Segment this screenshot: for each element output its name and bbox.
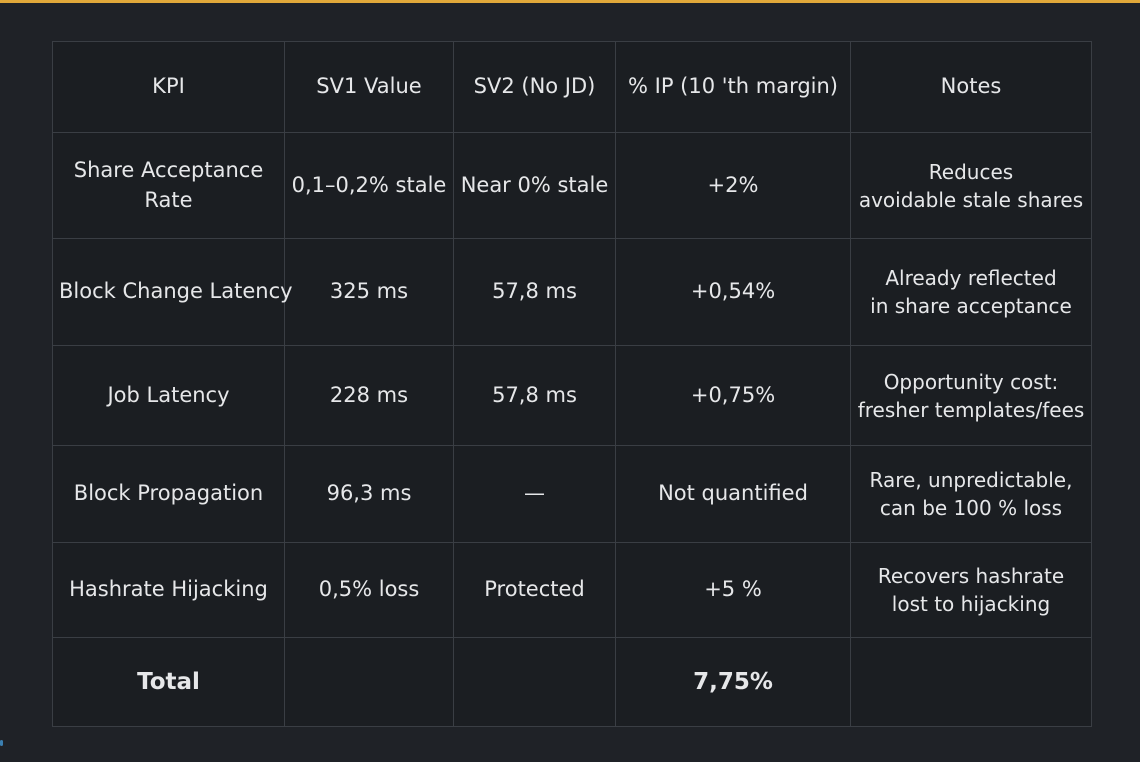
notes-cell: Opportunity cost: fresher templates/fees <box>850 345 1092 446</box>
ip-cell: +5 % <box>615 542 851 638</box>
kpi-text: Rate <box>144 187 193 212</box>
kpi-cell: Block Change Latency <box>52 238 293 346</box>
sv2-value-cell: Near 0% stale <box>453 132 616 239</box>
notes-cell: Recovers hashrate lost to hijacking <box>850 542 1092 638</box>
kpi-comparison-table: KPI SV1 Value SV2 (No JD) % IP (10 'th m… <box>52 41 1092 727</box>
sv2-value-cell: Protected <box>453 542 616 638</box>
total-notes-cell <box>850 637 1092 727</box>
corner-marker <box>0 740 3 746</box>
sv1-value-cell: 325 ms <box>284 238 454 346</box>
total-ip-cell: 7,75% <box>615 637 851 727</box>
header-sv1-value: SV1 Value <box>284 41 454 133</box>
notes-text: avoidable stale shares <box>858 187 1084 212</box>
top-accent-bar <box>0 0 1140 3</box>
sv1-value-cell: 96,3 ms <box>284 445 454 543</box>
sv1-value-cell: 0,1–0,2% stale <box>284 132 454 239</box>
header-kpi: KPI <box>52 41 285 133</box>
sv1-value-cell: 228 ms <box>284 345 454 446</box>
notes-text: Recovers hashrate <box>877 564 1065 588</box>
notes-cell: Already reflected in share acceptance <box>850 238 1092 346</box>
table-row: Block Propagation 96,3 ms — Not quantifi… <box>52 445 1092 543</box>
sv2-value-cell: — <box>453 445 616 543</box>
notes-text: can be 100 % loss <box>879 496 1063 520</box>
sv2-value-cell: 57,8 ms <box>453 238 616 346</box>
notes-text: Opportunity cost: <box>883 369 1059 394</box>
kpi-text: Hashrate Hijacking <box>69 577 268 602</box>
total-sv2-cell <box>453 637 616 727</box>
notes-text: lost to hijacking <box>891 592 1051 616</box>
notes-text: Rare, unpredictable, <box>869 468 1073 492</box>
notes-text: in share acceptance <box>870 294 1072 318</box>
table-row: Hashrate Hijacking 0,5% loss Protected +… <box>52 542 1092 638</box>
notes-cell: Rare, unpredictable, can be 100 % loss <box>850 445 1092 543</box>
notes-text: fresher templates/fees <box>857 397 1085 422</box>
notes-cell: Reduces avoidable stale shares <box>850 132 1092 239</box>
kpi-text: Block Change Latency <box>59 279 293 304</box>
kpi-text: Share Acceptance <box>73 158 264 183</box>
kpi-text: Block Propagation <box>73 481 264 506</box>
kpi-cell: Job Latency <box>52 345 285 446</box>
header-sv2-value: SV2 (No JD) <box>453 41 616 133</box>
table-row: Share Acceptance Rate 0,1–0,2% stale Nea… <box>52 132 1092 239</box>
total-label-cell: Total <box>52 637 285 727</box>
ip-cell: Not quantified <box>615 445 851 543</box>
kpi-cell: Block Propagation <box>52 445 285 543</box>
header-ip-margin: % IP (10 'th margin) <box>615 41 851 133</box>
kpi-text: Job Latency <box>107 382 230 407</box>
table-row: Block Change Latency 325 ms 57,8 ms +0,5… <box>52 238 1092 346</box>
sv1-value-cell: 0,5% loss <box>284 542 454 638</box>
kpi-cell: Share Acceptance Rate <box>52 132 285 239</box>
header-notes: Notes <box>850 41 1092 133</box>
total-row: Total 7,75% <box>52 637 1092 727</box>
notes-text: Already reflected <box>885 266 1057 290</box>
ip-cell: +0,75% <box>615 345 851 446</box>
notes-text: Reduces <box>928 159 1014 184</box>
ip-cell: +2% <box>615 132 851 239</box>
ip-cell: +0,54% <box>615 238 851 346</box>
table-row: Job Latency 228 ms 57,8 ms +0,75% Opport… <box>52 345 1092 446</box>
kpi-cell: Hashrate Hijacking <box>52 542 285 638</box>
table-header-row: KPI SV1 Value SV2 (No JD) % IP (10 'th m… <box>52 41 1092 133</box>
total-sv1-cell <box>284 637 454 727</box>
sv2-value-cell: 57,8 ms <box>453 345 616 446</box>
